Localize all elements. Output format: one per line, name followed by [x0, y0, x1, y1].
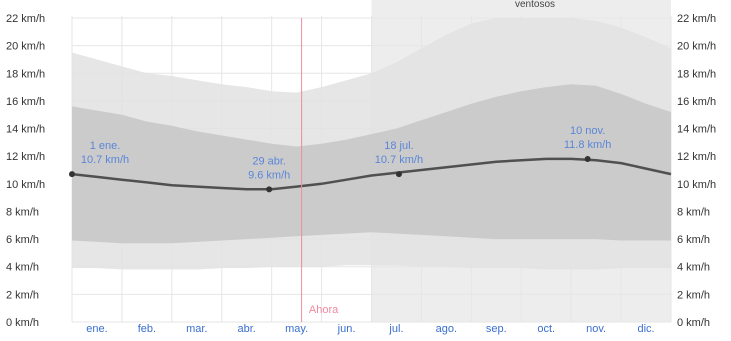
annotations: 1 ene. 10.7 km/h 29 abr. 9.6 km/h 18 jul. 10.…	[69, 125, 612, 193]
y-axis-left: 0 km/h 2 km/h 4 km/h 6 km/h 8 km/h 10 km/h 12 …	[6, 13, 45, 329]
y-tick-label-left: 6 km/h	[6, 234, 39, 246]
now-label: Ahora	[309, 304, 339, 316]
x-tick-label: mar.	[186, 323, 207, 335]
annotation-value: 10.7 km/h	[81, 154, 129, 166]
x-tick-label: nov.	[586, 323, 606, 335]
y-tick-label-right: 0 km/h	[677, 317, 710, 329]
x-tick-label: dic.	[637, 323, 654, 335]
y-tick-label-left: 0 km/h	[6, 317, 39, 329]
y-tick-label-right: 8 km/h	[677, 206, 710, 218]
y-tick-label-right: 4 km/h	[677, 262, 710, 274]
y-tick-label-right: 18 km/h	[677, 68, 716, 80]
y-tick-label-right: 6 km/h	[677, 234, 710, 246]
annotation-point	[584, 155, 591, 162]
y-tick-label-left: 8 km/h	[6, 206, 39, 218]
y-tick-label-left: 18 km/h	[6, 68, 45, 80]
x-tick-label: jun.	[337, 323, 356, 335]
y-tick-label-right: 16 km/h	[677, 96, 716, 108]
y-tick-label-right: 14 km/h	[677, 124, 716, 136]
y-tick-label-left: 2 km/h	[6, 289, 39, 301]
annotation-value: 9.6 km/h	[248, 169, 290, 181]
y-tick-label-left: 14 km/h	[6, 124, 45, 136]
x-tick-label: oct.	[537, 323, 555, 335]
annotation-point	[69, 171, 75, 178]
inner-percentile-band	[72, 84, 671, 244]
y-tick-label-right: 2 km/h	[677, 289, 710, 301]
x-tick-label: ene.	[86, 323, 107, 335]
annotation-date: 1 ene.	[90, 140, 121, 152]
x-tick-label: feb.	[138, 323, 156, 335]
y-tick-label-left: 10 km/h	[6, 179, 45, 191]
annotation-date: 10 nov.	[570, 125, 605, 137]
y-tick-label-right: 20 km/h	[677, 41, 716, 53]
annotation-value: 11.8 km/h	[564, 139, 612, 151]
season-label: ventosos	[515, 0, 555, 10]
x-tick-label: jul.	[388, 323, 403, 335]
y-tick-label-right: 12 km/h	[677, 151, 716, 163]
y-tick-label-left: 12 km/h	[6, 151, 45, 163]
y-tick-label-left: 4 km/h	[6, 262, 39, 274]
annotation-point	[395, 171, 402, 178]
y-tick-label-left: 20 km/h	[6, 41, 45, 53]
x-axis-months: ene. feb. mar. abr. may. jun. jul. ago. sep. oct.…	[86, 323, 654, 335]
x-tick-label: ago.	[436, 323, 457, 335]
annotation-point	[266, 186, 273, 193]
x-tick-label: sep.	[486, 323, 507, 335]
annotation-date: 29 abr.	[252, 155, 286, 167]
y-tick-label-right: 10 km/h	[677, 179, 716, 191]
y-tick-label-left: 16 km/h	[6, 96, 45, 108]
x-tick-label: abr.	[238, 323, 256, 335]
average-wind-line	[71, 157, 672, 191]
x-tick-label: may.	[285, 323, 308, 335]
annotation-date: 18 jul.	[384, 140, 413, 152]
y-tick-label-right: 22 km/h	[677, 13, 716, 25]
y-tick-label-left: 22 km/h	[6, 13, 45, 25]
annotation-value: 10.7 km/h	[375, 154, 423, 166]
y-axis-right: 0 km/h 2 km/h 4 km/h 6 km/h 8 km/h 10 km/h 12 …	[677, 13, 716, 329]
